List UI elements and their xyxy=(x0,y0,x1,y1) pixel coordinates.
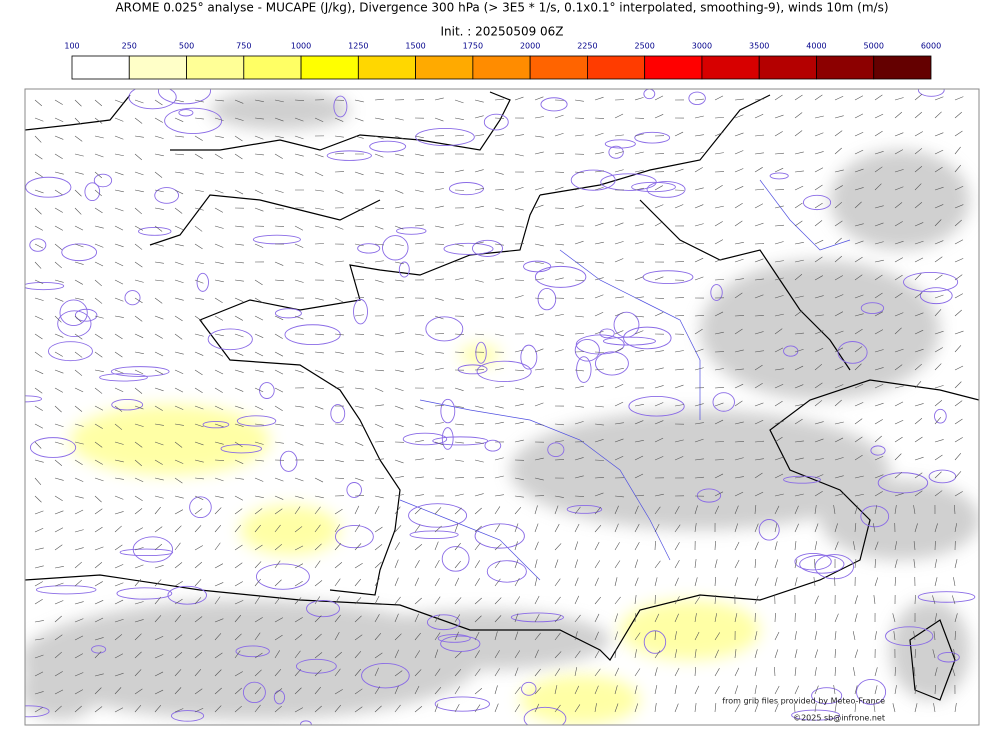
copyright: ©2025 sb@infrone.net xyxy=(793,714,885,723)
colorbar-segment xyxy=(587,56,644,79)
colorbar-segment xyxy=(816,56,873,79)
colorbar-tick-label: 2000 xyxy=(520,42,540,51)
colorbar: 100 250 500 750 1000 1250 1500 1750 2000 2250 2500… xyxy=(64,42,941,80)
source-credit: from grib files provided by Meteo-France xyxy=(722,697,885,706)
colorbar-segment xyxy=(530,56,587,79)
colorbar-segment xyxy=(759,56,816,79)
map-area xyxy=(8,78,980,730)
colorbar-tick-label: 500 xyxy=(179,42,194,51)
colorbar-tick-label: 1500 xyxy=(405,42,425,51)
colorbar-tick-label: 4000 xyxy=(806,42,826,51)
title: AROME 0.025° analyse - MUCAPE (J/kg), Di… xyxy=(115,1,888,15)
colorbar-tick-label: 3000 xyxy=(692,42,712,51)
colorbar-segment xyxy=(301,56,358,79)
colorbar-tick-label: 3500 xyxy=(749,42,769,51)
colorbar-segment xyxy=(416,56,473,79)
init-time: Init. : 20250509 06Z xyxy=(440,25,563,39)
colorbar-tick-label: 750 xyxy=(236,42,251,51)
colorbar-tick-label: 1250 xyxy=(348,42,368,51)
colorbar-segment xyxy=(702,56,759,79)
colorbar-tick-label: 250 xyxy=(122,42,137,51)
colorbar-segment xyxy=(129,56,186,79)
colorbar-segment xyxy=(244,56,301,79)
colorbar-segment xyxy=(72,56,129,79)
colorbar-tick-label: 2250 xyxy=(577,42,597,51)
colorbar-tick-label: 1000 xyxy=(291,42,311,51)
colorbar-segment xyxy=(187,56,244,79)
colorbar-segment xyxy=(358,56,415,79)
colorbar-tick-label: 6000 xyxy=(921,42,941,51)
colorbar-segment xyxy=(473,56,530,79)
colorbar-segment xyxy=(645,56,702,79)
colorbar-tick-label: 100 xyxy=(64,42,79,51)
colorbar-tick-label: 2500 xyxy=(634,42,654,51)
colorbar-segment xyxy=(874,56,931,79)
colorbar-tick-label: 1750 xyxy=(463,42,483,51)
colorbar-tick-label: 5000 xyxy=(864,42,884,51)
